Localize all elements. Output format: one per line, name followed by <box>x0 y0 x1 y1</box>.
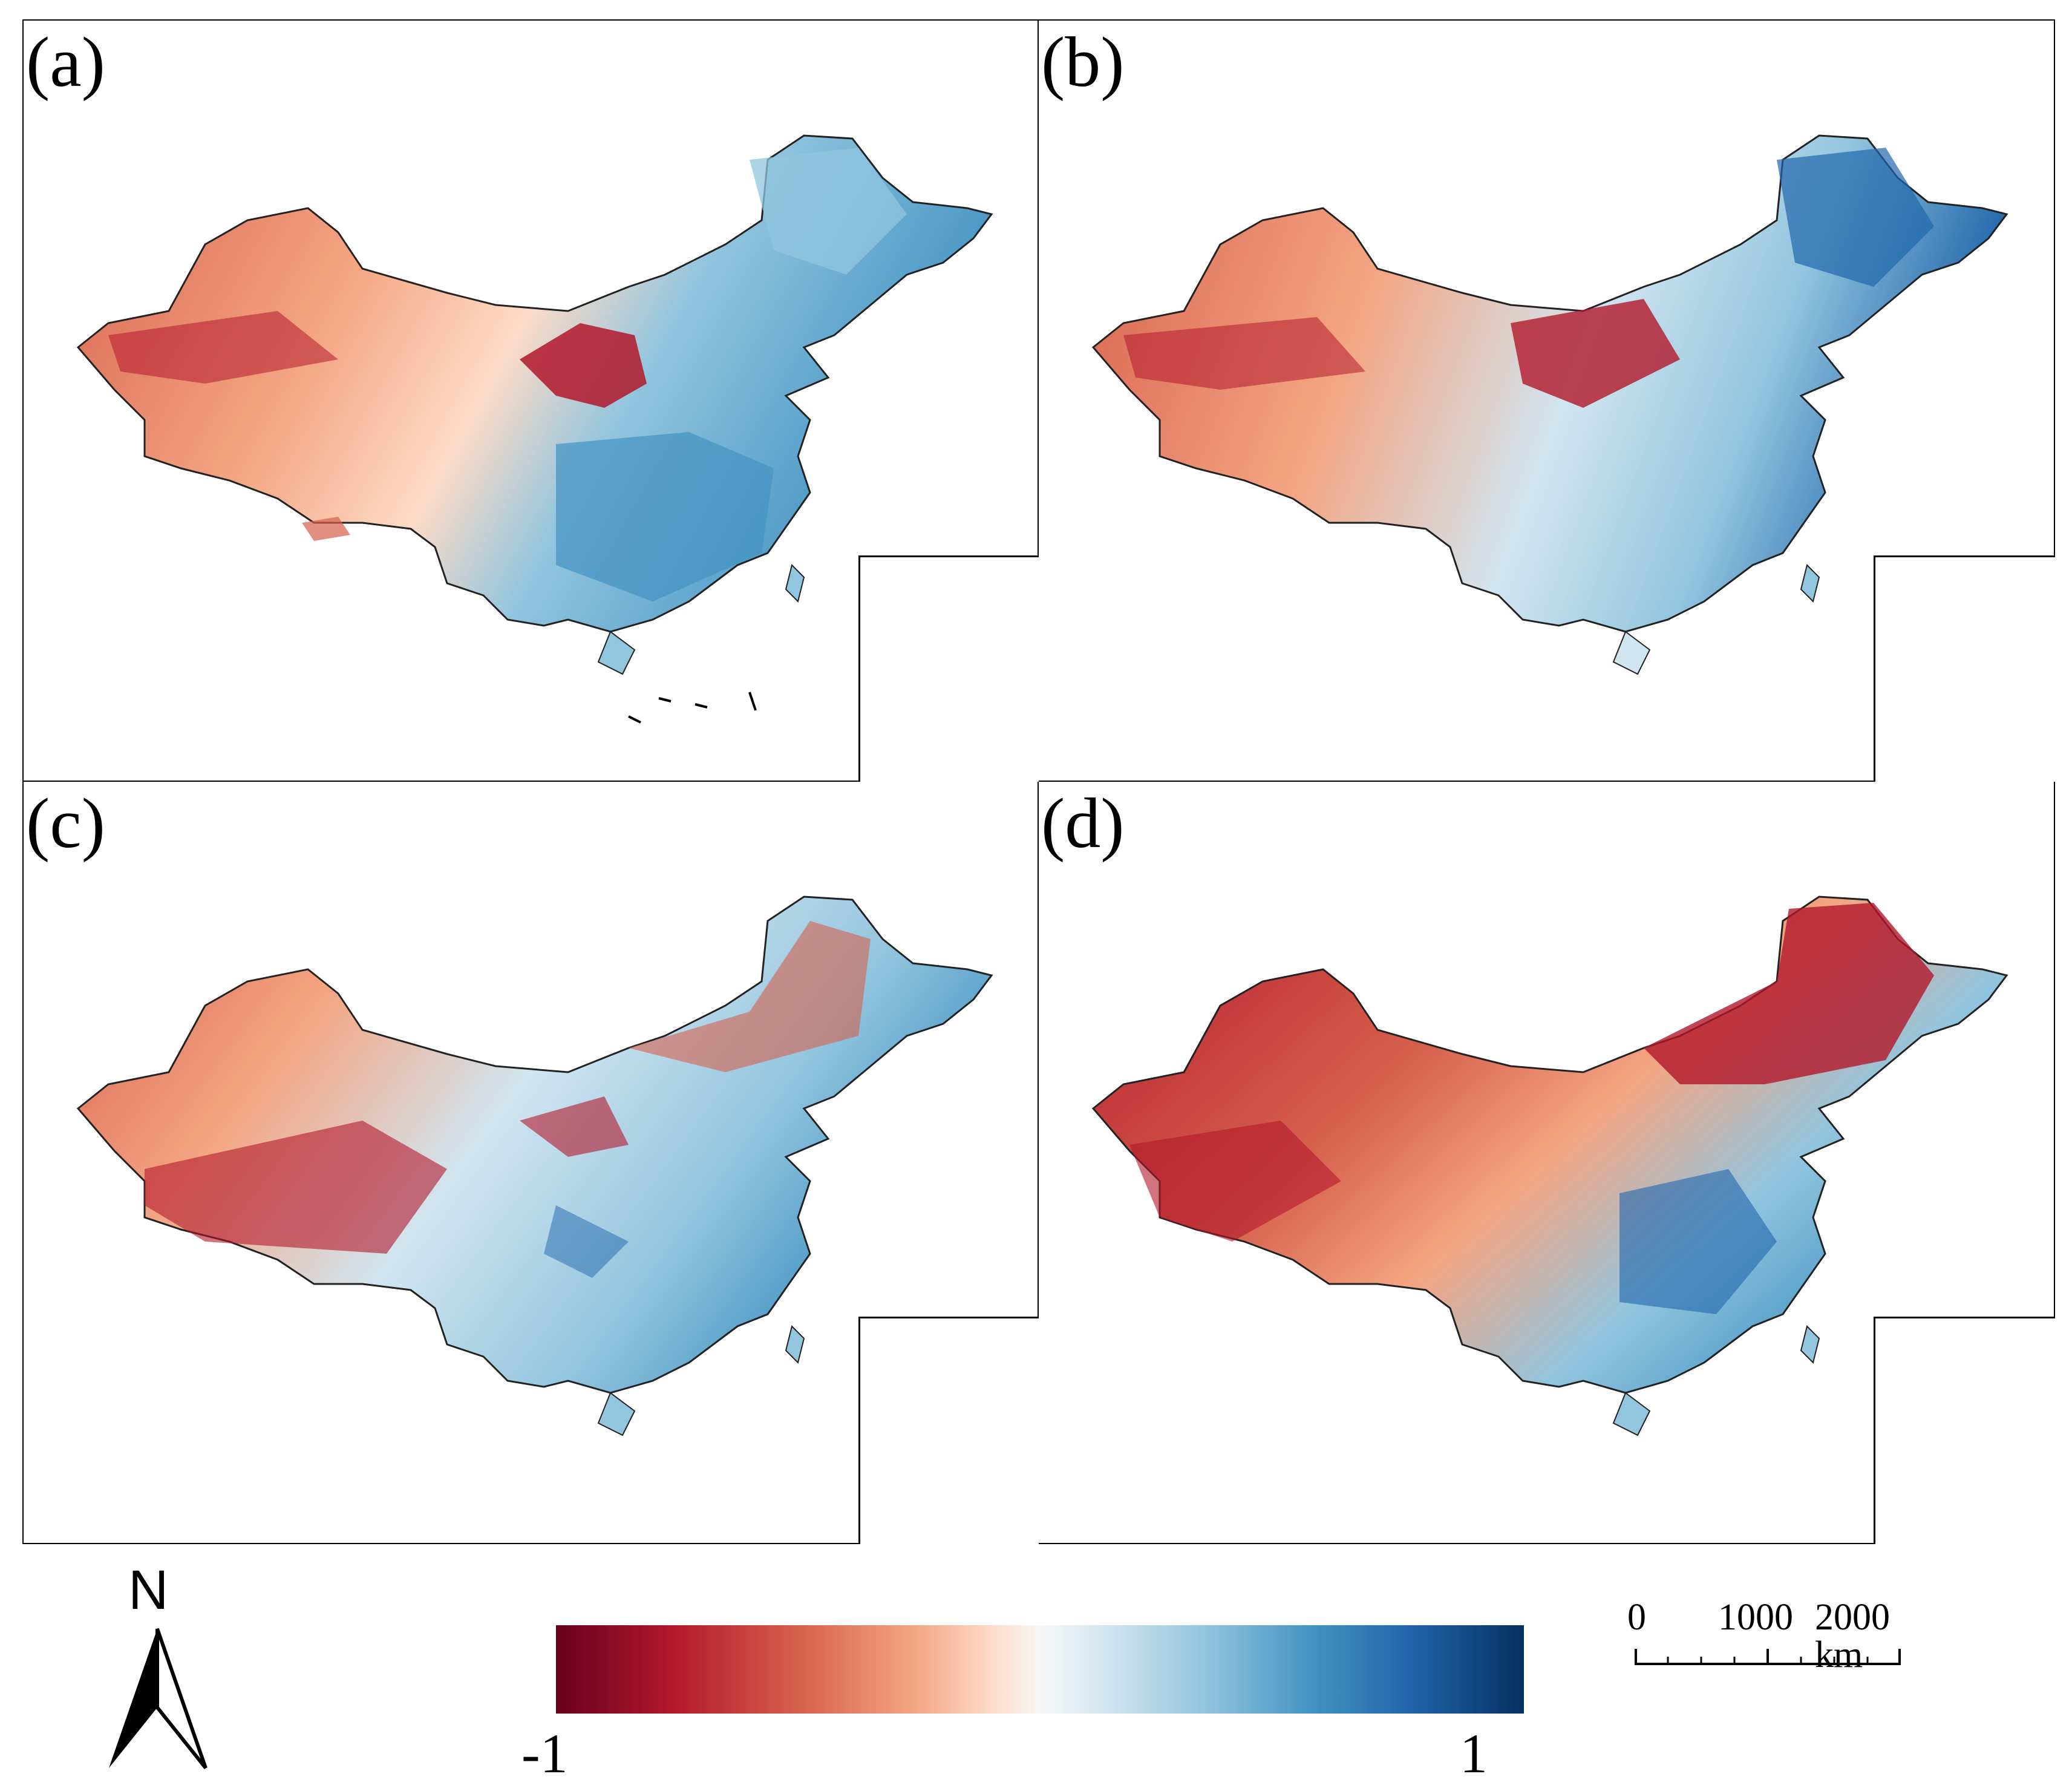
panel-label-a: (a) <box>26 22 105 102</box>
south-china-sea-inset-c <box>858 1317 1040 1544</box>
legend-area: N -1 1 0 1000 2000 km <box>0 1544 2072 1791</box>
panel-label-d: (d) <box>1041 784 1125 863</box>
scale-bar: 0 1000 2000 km <box>1627 1599 1918 1689</box>
colorbar <box>556 1625 1524 1714</box>
china-map-b <box>1091 134 2008 675</box>
south-china-sea-inset-d <box>1874 1317 2055 1544</box>
south-china-sea-inset-a <box>858 555 1040 783</box>
china-map-c <box>76 895 993 1436</box>
north-label: N <box>128 1559 169 1621</box>
scale-tick-2000: 2000 km <box>1815 1597 1890 1675</box>
panel-label-c: (c) <box>26 784 105 863</box>
map-panel-a: (a) <box>22 19 1040 783</box>
china-map-a <box>76 134 993 724</box>
map-panel-d: (d) <box>1039 782 2055 1544</box>
map-panel-c: (c) <box>22 782 1040 1544</box>
colorbar-max-label: 1 <box>1460 1723 1488 1784</box>
scale-bar-line <box>1635 1649 1901 1665</box>
colorbar-min-label: -1 <box>521 1723 568 1784</box>
map-panel-b: (b) <box>1039 19 2055 783</box>
north-arrow-icon <box>109 1628 208 1769</box>
scale-tick-0: 0 <box>1627 1597 1646 1638</box>
china-map-d <box>1091 895 2008 1436</box>
south-china-sea-inset-b <box>1874 555 2055 783</box>
panel-label-b: (b) <box>1041 22 1125 102</box>
scale-tick-1000: 1000 <box>1718 1597 1793 1638</box>
